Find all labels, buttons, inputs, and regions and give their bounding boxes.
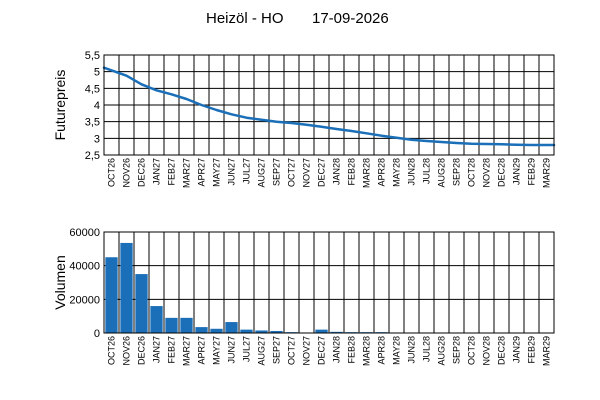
x-tick-label: JUL27	[242, 336, 252, 362]
x-tick-label: JUN27	[227, 336, 237, 364]
x-tick-label: AUG28	[437, 158, 447, 188]
y-tick-label: 4	[94, 100, 100, 112]
volume-bar	[120, 242, 133, 333]
x-tick-label: JUN27	[227, 158, 237, 186]
volume-bar	[255, 330, 268, 333]
x-tick-label: AUG27	[257, 336, 267, 366]
volume-bar	[135, 274, 148, 333]
y-tick-label: 60000	[69, 227, 100, 239]
volume-bar	[225, 322, 238, 333]
x-tick-label: MAR28	[362, 336, 372, 366]
x-tick-label: OCT26	[107, 158, 117, 187]
x-tick-label: APR28	[377, 336, 387, 365]
plot-frame	[103, 231, 555, 334]
title-instrument: Heizöl - HO	[206, 10, 284, 27]
y-tick-label: 5,5	[85, 50, 100, 62]
x-tick-label: SEP27	[272, 158, 282, 186]
x-tick-label: FEB27	[167, 158, 177, 186]
x-tick-label: MAR29	[542, 336, 552, 366]
x-tick-label: FEB28	[347, 336, 357, 364]
y-tick-label: 40000	[69, 261, 100, 273]
x-tick-label: MAR29	[542, 158, 552, 188]
x-tick-label: SEP28	[452, 336, 462, 364]
x-tick-label: OCT27	[287, 158, 297, 187]
y-tick-label: 0	[94, 328, 100, 340]
volume-bar	[165, 317, 178, 333]
x-tick-label: JUL28	[422, 336, 432, 362]
x-tick-label: NOV27	[302, 158, 312, 188]
y-axis-label: Volumen	[52, 255, 68, 309]
volume-bar	[240, 329, 253, 333]
price-panel: 2,5 3 3,5 4 4,5 5 5,5 OCT26 NOV26 DEC26 JAN27 FEB27…	[52, 50, 556, 188]
x-tick-label: DEC27	[317, 336, 327, 365]
x-tick-label: MAY27	[212, 336, 222, 365]
volume-bar	[195, 327, 208, 333]
x-tick-label: FEB29	[527, 336, 537, 364]
x-tick-label: MAY28	[392, 158, 402, 187]
x-tick-label: FEB28	[347, 158, 357, 186]
x-tick-label: MAR27	[182, 158, 192, 188]
x-tick-label: FEB29	[527, 158, 537, 186]
x-tick-label: DEC28	[497, 336, 507, 365]
x-tick-label: OCT26	[107, 336, 117, 365]
x-tick-label: JAN27	[152, 158, 162, 185]
plot-frame	[103, 54, 555, 156]
x-tick-label: AUG28	[437, 336, 447, 366]
y-tick-label: 3,5	[85, 117, 100, 129]
x-tick-label: OCT28	[467, 158, 477, 187]
x-tick-label: JUL28	[422, 158, 432, 184]
volume-bar	[150, 306, 163, 333]
x-tick-label: FEB27	[167, 336, 177, 364]
x-tick-label: DEC26	[137, 158, 147, 187]
x-tick-label: APR28	[377, 158, 387, 187]
x-tick-label: JAN28	[332, 336, 342, 363]
x-tick-label: AUG27	[257, 158, 267, 188]
x-tick-label: MAY27	[212, 158, 222, 187]
x-tick-label: MAR28	[362, 158, 372, 188]
volume-bar	[105, 257, 118, 333]
volume-bar	[210, 328, 223, 333]
chart-title: Heizöl - HO 17-09-2026	[0, 10, 600, 30]
price-line	[102, 66, 556, 147]
x-tick-label: JUN28	[407, 158, 417, 186]
x-tick-label: NOV26	[122, 158, 132, 188]
volume-bar	[270, 330, 283, 333]
y-tick-label: 3	[94, 133, 100, 145]
x-tick-label: NOV28	[482, 336, 492, 366]
volume-bar	[315, 329, 328, 333]
y-tick-label: 20000	[69, 294, 100, 306]
y-tick-label: 4,5	[85, 83, 100, 95]
x-tick-label: DEC27	[317, 158, 327, 187]
x-tick-label: NOV27	[302, 336, 312, 366]
y-tick-label: 2,5	[85, 150, 100, 162]
x-tick-label: DEC26	[137, 336, 147, 365]
x-tick-label: MAY28	[392, 336, 402, 365]
x-tick-label: JUN28	[407, 336, 417, 364]
x-tick-label: NOV26	[122, 336, 132, 366]
x-tick-label: JAN29	[512, 336, 522, 363]
volume-bar	[180, 317, 193, 333]
x-tick-label: JAN27	[152, 336, 162, 363]
volume-panel: 0 20000 40000 60000 OCT26 NOV26 DEC26 JAN27 FEB2…	[52, 227, 555, 366]
y-tick-label: 5	[94, 67, 100, 79]
x-tick-label: SEP28	[452, 158, 462, 186]
y-axis-label: Futurepreis	[52, 70, 68, 141]
volume-bar	[330, 331, 343, 333]
x-tick-label: OCT27	[287, 336, 297, 365]
x-tick-label: SEP27	[272, 336, 282, 364]
x-tick-label: NOV28	[482, 158, 492, 188]
x-tick-label: DEC28	[497, 158, 507, 187]
title-date: 17-09-2026	[312, 10, 389, 27]
x-tick-label: JUL27	[242, 158, 252, 184]
x-tick-label: APR27	[197, 158, 207, 187]
x-tick-label: MAR27	[182, 336, 192, 366]
x-tick-label: JAN29	[512, 158, 522, 185]
x-tick-label: JAN28	[332, 158, 342, 185]
x-tick-label: OCT28	[467, 336, 477, 365]
x-tick-label: APR27	[197, 336, 207, 365]
